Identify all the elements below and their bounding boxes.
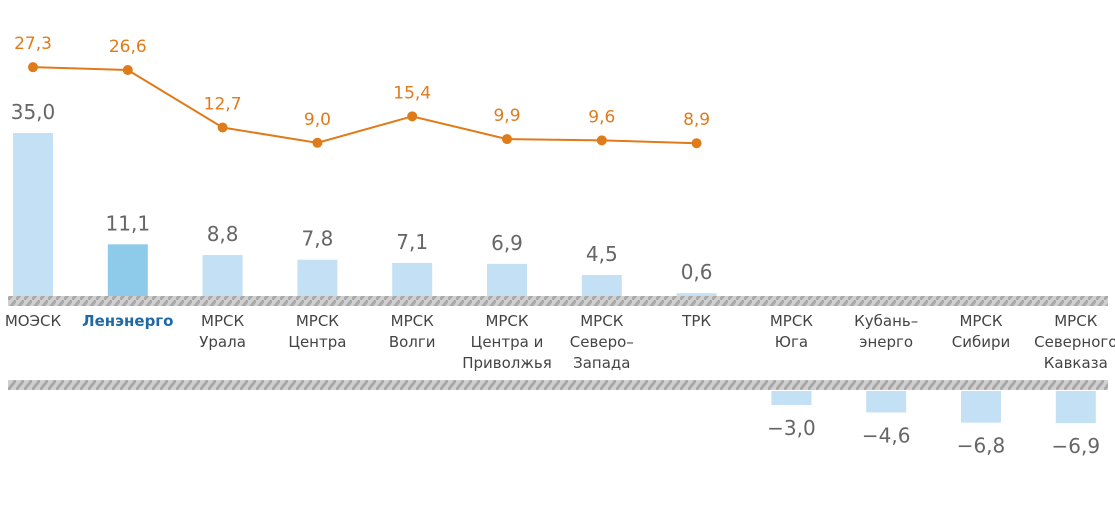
line-point: [596, 135, 607, 146]
x-tick-label: Кубань– энерго: [854, 312, 919, 351]
line-value-label: 9,9: [493, 106, 520, 126]
line-point: [28, 62, 38, 73]
line-value-label: 9,0: [304, 110, 331, 130]
line: [32, 66, 697, 145]
bar: [961, 391, 1001, 423]
line-value-label: 27,3: [14, 34, 52, 54]
line-value-label: 15,4: [393, 83, 431, 103]
value-label: 35,0: [11, 100, 56, 124]
line-value-label: 12,7: [204, 95, 242, 115]
x-tick-label: МРСК Урала: [199, 312, 246, 351]
value-label: 6,9: [491, 231, 523, 255]
line-point: [691, 138, 702, 149]
x-tick-label: МРСК Центра и Приволжья: [462, 312, 552, 372]
line-point: [122, 65, 133, 76]
bar: [202, 255, 243, 296]
line-point: [312, 137, 323, 148]
line-point: [217, 122, 228, 133]
value-label: 11,1: [106, 211, 151, 235]
line-value-label: 26,6: [109, 37, 147, 57]
bar: [487, 263, 527, 296]
bar: [392, 262, 433, 296]
value-label: −4,6: [862, 423, 911, 447]
value-label: 4,5: [586, 242, 618, 266]
x-tick-label: МОЭСК: [4, 312, 62, 330]
line-point: [502, 134, 512, 145]
x-tick-label: МРСК Юга: [769, 312, 813, 351]
bar: [107, 244, 148, 296]
value-label: 7,1: [396, 230, 428, 254]
x-tick-label: Ленэнерго: [82, 312, 174, 330]
bar: [676, 293, 717, 296]
line-point: [407, 111, 418, 122]
line-value-label: 9,6: [588, 107, 615, 127]
bar: [866, 391, 907, 413]
x-tick-label: МРСК Северо– Запада: [569, 312, 634, 372]
x-tick-label: МРСК Сибири: [951, 312, 1011, 351]
line-value-label: 8,9: [683, 110, 710, 130]
x-tick-label: МРСК Центра: [288, 312, 347, 351]
value-label: −6,9: [1052, 434, 1101, 458]
bar: [771, 391, 812, 405]
bar: [13, 133, 53, 296]
x-tick-label: МРСК Волги: [388, 312, 436, 351]
x-tick-label: МРСК Северного Кавказа: [1034, 312, 1115, 372]
axis-band: [8, 296, 1108, 306]
bar: [581, 275, 622, 296]
value-label: 8,8: [207, 222, 239, 246]
bar: [1055, 391, 1096, 424]
value-label: 0,6: [681, 260, 713, 284]
value-label: 7,8: [301, 227, 333, 251]
value-label: −3,0: [767, 416, 816, 440]
bar: [297, 259, 338, 296]
axis-band-lower: [8, 380, 1108, 390]
x-tick-label: ТРК: [682, 312, 712, 330]
value-label: −6,8: [957, 434, 1006, 458]
